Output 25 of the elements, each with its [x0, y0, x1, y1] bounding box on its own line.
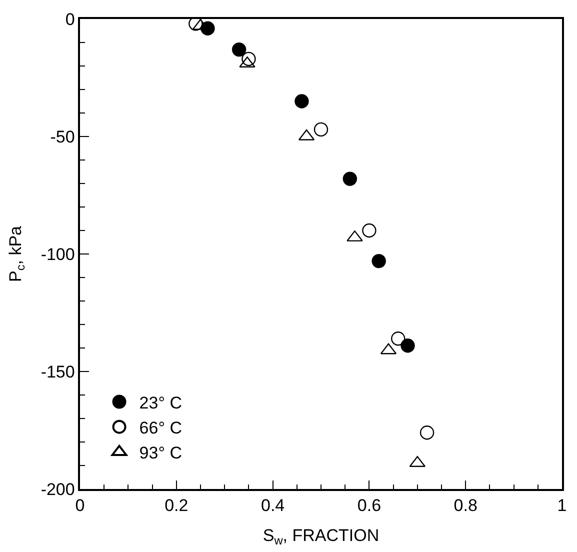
point	[372, 254, 386, 268]
y-tick-label: -100	[40, 244, 75, 264]
point	[294, 94, 309, 108]
x-tick-label: 0.8	[454, 496, 478, 516]
y-tick-label: -150	[40, 362, 75, 382]
x-tick-label: 0.4	[260, 496, 285, 516]
point	[342, 172, 358, 186]
point	[232, 42, 246, 57]
x-axis-title: S$_{w}$, FRACTION	[262, 526, 380, 548]
point	[400, 338, 415, 353]
y-tick-label: 0	[65, 10, 75, 29]
point	[242, 52, 256, 66]
point	[391, 332, 406, 346]
point	[188, 19, 203, 31]
x-tick-label: 1	[557, 496, 567, 516]
y-tick-label: -200	[40, 480, 75, 499]
point	[314, 122, 328, 137]
y-tick-label: -50	[50, 127, 75, 146]
legend-label: 66° C	[139, 418, 182, 438]
legend-label: 93° C	[139, 444, 182, 463]
x-tick-label: 0.6	[357, 496, 382, 516]
legend-label: 23° C	[139, 393, 182, 412]
point	[362, 223, 376, 238]
x-tick-label: 0.2	[164, 496, 188, 516]
point	[420, 426, 434, 440]
